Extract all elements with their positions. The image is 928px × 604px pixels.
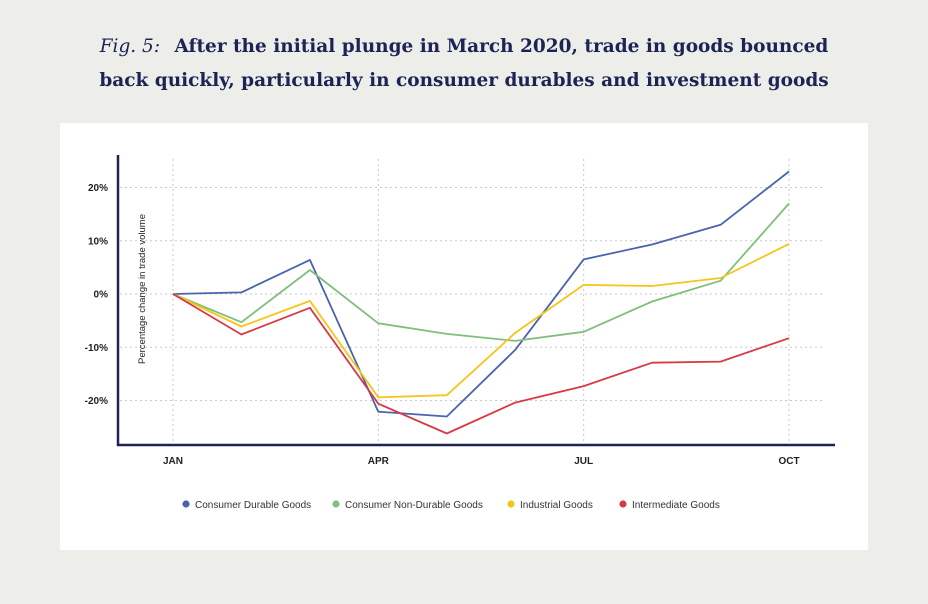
y-tick-label: -20% — [85, 396, 108, 407]
y-tick-label: 20% — [88, 183, 108, 194]
title-line-2: back quickly, particularly in consumer d… — [99, 70, 829, 91]
series-line — [172, 293, 790, 435]
y-tick-label: -10% — [85, 343, 108, 354]
chart-title: Fig. 5: After the initial plunge in Marc… — [0, 30, 928, 98]
legend-marker — [619, 500, 627, 508]
legend-marker — [332, 500, 340, 508]
x-tick-label: APR — [368, 456, 390, 467]
x-tick-label: OCT — [778, 456, 799, 467]
x-tick-label: JAN — [163, 456, 183, 467]
series-line — [172, 202, 790, 342]
line-chart: 20% 10% 0% -10% -20% JAN APR JUL OCT Percentage c… — [85, 155, 835, 511]
legend-marker — [182, 500, 190, 508]
legend-label: Industrial Goods — [520, 500, 593, 511]
x-tick-label: JUL — [574, 456, 593, 467]
chart-panel: 20% 10% 0% -10% -20% JAN APR JUL OCT Percentage c… — [60, 123, 868, 550]
series-line — [172, 170, 790, 418]
y-tick-label: 0% — [94, 290, 109, 301]
figure-label: Fig. 5: — [99, 36, 161, 57]
title-line-1: After the initial plunge in March 2020, … — [174, 36, 829, 57]
legend-marker — [507, 500, 515, 508]
y-tick-label: 10% — [88, 236, 108, 247]
legend-label: Consumer Durable Goods — [195, 500, 311, 511]
series-line — [172, 243, 790, 399]
legend-label: Intermediate Goods — [632, 500, 720, 511]
y-axis-title: Percentage change in trade volume — [137, 214, 148, 364]
legend-label: Consumer Non-Durable Goods — [345, 500, 483, 511]
